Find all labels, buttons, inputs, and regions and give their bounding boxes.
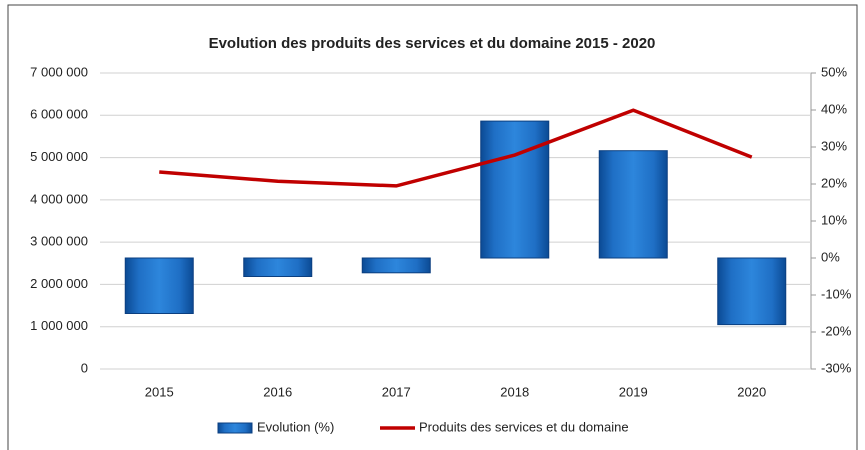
y-tick-label: 0 [81,360,88,375]
y-tick-label: 3 000 000 [30,234,88,249]
bar [124,257,194,314]
legend-label: Produits des services et du domaine [419,419,629,434]
bar [361,257,431,274]
bar [480,120,550,259]
bar [243,257,313,277]
chart-frame [7,4,858,450]
bar [717,257,787,326]
x-tick-label: 2020 [737,384,766,399]
y-tick-label: 4 000 000 [30,191,88,206]
x-tick-label: 2016 [263,384,292,399]
legend-label: Evolution (%) [257,419,334,434]
y2-tick-label: -10% [821,286,852,301]
y-tick-label: 2 000 000 [30,276,88,291]
x-tick-label: 2019 [619,384,648,399]
y2-tick-label: 30% [821,138,847,153]
y2-tick-label: 50% [821,64,847,79]
x-tick-label: 2018 [500,384,529,399]
y2-tick-label: -30% [821,360,852,375]
y2-tick-label: 0% [821,249,840,264]
line [159,108,753,188]
x-tick-label: 2015 [145,384,174,399]
y2-tick-label: 40% [821,101,847,116]
chart-title: Evolution des produits des services et d… [209,35,656,52]
y-tick-label: 5 000 000 [30,149,88,164]
y-tick-label: 6 000 000 [30,107,88,122]
bar [598,150,668,259]
y-tick-label: 7 000 000 [30,64,88,79]
y-tick-label: 1 000 000 [30,318,88,333]
x-tick-label: 2017 [382,384,411,399]
y2-tick-label: -20% [821,323,852,338]
y2-tick-label: 10% [821,212,847,227]
legend-swatch [217,422,253,434]
y2-tick-label: 20% [821,175,847,190]
